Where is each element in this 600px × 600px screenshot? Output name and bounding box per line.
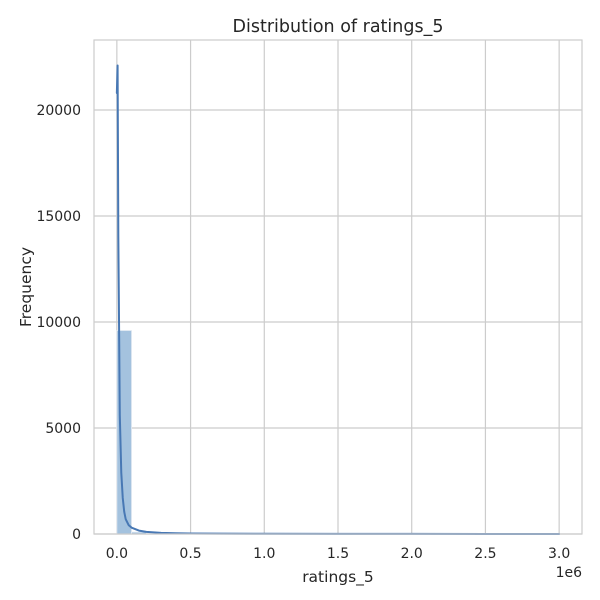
x-tick-label: 1.0 [253,546,275,562]
chart-title: Distribution of ratings_5 [233,17,444,37]
y-tick-label: 5000 [45,421,81,437]
y-axis-label: Frequency [17,247,35,327]
y-tick-labels: 0 5000 10000 15000 20000 [36,103,81,543]
x-tick-label: 2.5 [474,546,496,562]
y-tick-label: 15000 [36,209,81,225]
plot-frame [93,39,583,535]
x-tick-label: 0.5 [179,546,201,562]
y-tick-label: 10000 [36,315,81,331]
x-axis-offset-label: 1e6 [556,565,583,581]
y-tick-label: 0 [72,527,81,543]
x-tick-label: 3.0 [548,546,570,562]
y-tick-label: 20000 [36,103,81,119]
x-tick-label: 0.0 [106,546,128,562]
x-tick-label: 2.0 [401,546,423,562]
x-tick-label: 1.5 [327,546,349,562]
x-tick-labels: 0.0 0.5 1.0 1.5 2.0 2.5 3.0 [106,546,571,562]
x-axis-label: ratings_5 [302,568,374,587]
